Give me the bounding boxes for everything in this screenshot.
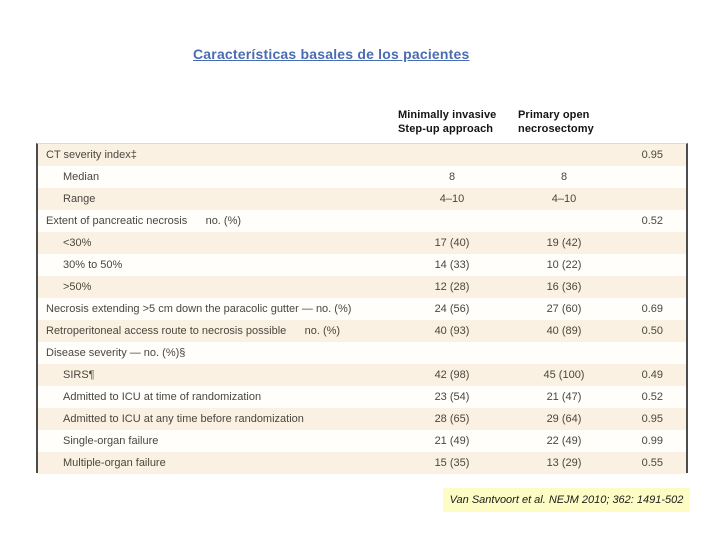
p-value: 0.55 [641, 457, 663, 469]
value-minimally-invasive: 4–10 [439, 193, 465, 205]
value-primary-open: 13 (29) [546, 457, 582, 469]
value-minimally-invasive: 23 (54) [434, 391, 470, 403]
table-row: SIRS¶ 42 (98) 45 (100) 0.49 [38, 364, 686, 386]
p-value: 0.99 [641, 435, 663, 447]
row-label: CT severity index‡ [46, 149, 137, 161]
table-row: 30% to 50% 14 (33) 10 (22) [38, 254, 686, 276]
value-minimally-invasive: 28 (65) [434, 413, 470, 425]
value-primary-open: 22 (49) [546, 435, 582, 447]
column-header-minimally-invasive: Minimally invasive Step-up approach [398, 109, 497, 135]
table-row: <30% 17 (40) 19 (42) [38, 232, 686, 254]
baseline-table: CT severity index‡ 0.95 Median 8 8 Range 4–10 4… [36, 143, 688, 474]
p-value: 0.50 [641, 325, 663, 337]
value-primary-open: 45 (100) [543, 369, 585, 381]
row-label: >50% [63, 281, 92, 293]
row-label: Retroperitoneal access route to necrosis… [46, 325, 341, 337]
value-minimally-invasive: 17 (40) [434, 237, 470, 249]
table-row: Median 8 8 [38, 166, 686, 188]
p-value: 0.52 [641, 391, 663, 403]
table-row: Extent of pancreatic necrosis no. (%) 0.5… [38, 210, 686, 232]
column-header-primary-open: Primary open necrosectomy [518, 109, 594, 135]
table-row: Necrosis extending >5 cm down the paraco… [38, 298, 686, 320]
row-label: SIRS¶ [63, 369, 95, 381]
value-primary-open: 40 (89) [546, 325, 582, 337]
table-row: Retroperitoneal access route to necrosis… [38, 320, 686, 342]
table-row: Range 4–10 4–10 [38, 188, 686, 210]
value-primary-open: 16 (36) [546, 281, 582, 293]
row-label: Single-organ failure [63, 435, 159, 447]
p-value: 0.95 [641, 149, 663, 161]
value-primary-open: 21 (47) [546, 391, 582, 403]
value-minimally-invasive: 15 (35) [434, 457, 470, 469]
table-row: Multiple-organ failure 15 (35) 13 (29) 0.55 [38, 452, 686, 474]
row-label: Disease severity — no. (%)§ [46, 347, 186, 359]
page-title: Características basales de los pacientes [193, 46, 470, 62]
row-label: Median [63, 171, 100, 183]
p-value: 0.95 [641, 413, 663, 425]
p-value: 0.49 [641, 369, 663, 381]
value-primary-open: 19 (42) [546, 237, 582, 249]
table-row: CT severity index‡ 0.95 [38, 144, 686, 166]
value-minimally-invasive: 24 (56) [434, 303, 470, 315]
value-minimally-invasive: 12 (28) [434, 281, 470, 293]
row-label: 30% to 50% [63, 259, 123, 271]
table-row: Disease severity — no. (%)§ [38, 342, 686, 364]
value-primary-open: 10 (22) [546, 259, 582, 271]
value-primary-open: 4–10 [551, 193, 577, 205]
row-label: Admitted to ICU at any time before rando… [63, 413, 304, 425]
row-label: Range [63, 193, 96, 205]
table-row: Admitted to ICU at time of randomization… [38, 386, 686, 408]
row-label: Admitted to ICU at time of randomization [63, 391, 262, 403]
table-row: Single-organ failure 21 (49) 22 (49) 0.99 [38, 430, 686, 452]
value-primary-open: 27 (60) [546, 303, 582, 315]
row-label: <30% [63, 237, 92, 249]
row-label: Necrosis extending >5 cm down the paraco… [46, 303, 352, 315]
p-value: 0.69 [641, 303, 663, 315]
value-minimally-invasive: 8 [448, 171, 456, 183]
value-minimally-invasive: 21 (49) [434, 435, 470, 447]
value-minimally-invasive: 40 (93) [434, 325, 470, 337]
value-minimally-invasive: 14 (33) [434, 259, 470, 271]
p-value: 0.52 [641, 215, 663, 227]
row-label: Multiple-organ failure [63, 457, 166, 469]
table-row: Admitted to ICU at any time before rando… [38, 408, 686, 430]
value-primary-open: 8 [560, 171, 568, 183]
row-label: Extent of pancreatic necrosis no. (%) [46, 215, 242, 227]
table-row: >50% 12 (28) 16 (36) [38, 276, 686, 298]
value-primary-open: 29 (64) [546, 413, 582, 425]
citation-highlight: Van Santvoort et al. NEJM 2010; 362: 149… [443, 488, 690, 512]
citation-text: Van Santvoort et al. NEJM 2010; 362: 149… [449, 494, 684, 506]
value-minimally-invasive: 42 (98) [434, 369, 470, 381]
